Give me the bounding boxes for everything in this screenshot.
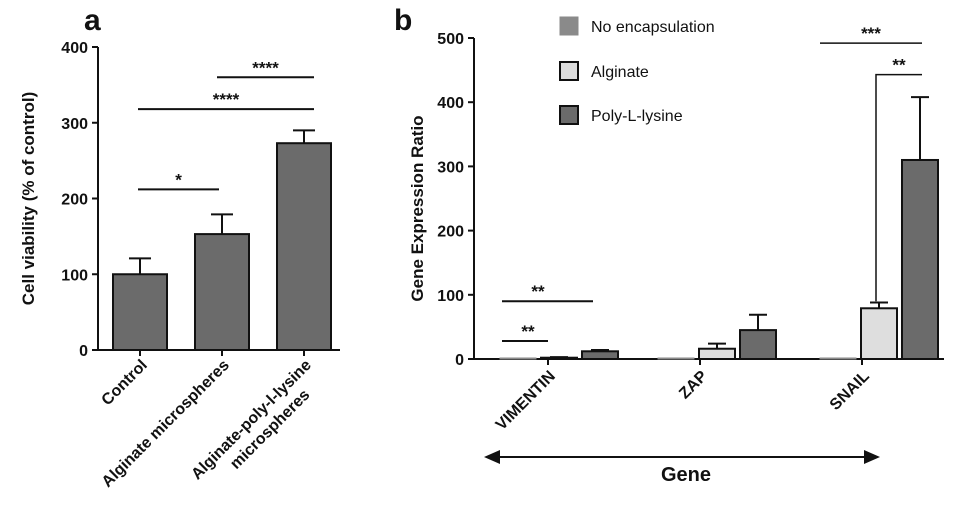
- panel-b-sig-label-3: **: [892, 56, 906, 75]
- panel-b-x-axis-label: Gene: [661, 464, 711, 486]
- panel-b-bar-0-0: [499, 357, 537, 360]
- panel-b-bar-0-2: [819, 357, 857, 360]
- panel-b-legend-swatch-1: [559, 61, 579, 81]
- panel-a-chart: 0 100 200 300 400 Cell viability (% of contro…: [19, 40, 340, 491]
- panel-b-y-tick-label: 300: [437, 159, 464, 176]
- panel-b-bar-1-1: [698, 347, 736, 360]
- panel-b-y-tick-label: 0: [455, 352, 464, 369]
- panel-b-legend-label-0: No encapsulation: [591, 19, 715, 36]
- panel-a-y-tick-label: 400: [61, 40, 88, 57]
- panel-b-bar-0-1: [657, 357, 695, 360]
- panel-a-bar-1: [194, 233, 250, 351]
- panel-b-sig-label-1: **: [531, 282, 545, 301]
- panel-b-gene-arrow-right-head: [864, 450, 880, 464]
- panel-b-y-tick-label: 100: [437, 288, 464, 305]
- panel-b-sig-line-3: [875, 73, 922, 302]
- panel-b-legend-swatch-0: [559, 16, 579, 36]
- panel-b-category-label: VIMENTIN: [493, 368, 559, 434]
- panel-b-y-tick-label: 500: [437, 31, 464, 48]
- panel-b-gene-arrow-left-head: [484, 450, 500, 464]
- panel-b-sig-label-2: ***: [861, 24, 881, 43]
- panel-a-sig-label-2: ****: [252, 58, 279, 77]
- panel-a-category-label: Control: [99, 357, 151, 409]
- panel-b-category-label: ZAP: [676, 368, 711, 403]
- panel-b-chart: 0 100 200 300 400 500 Gene Expression Ratio VIM…: [408, 16, 944, 486]
- panel-a-y-tick-label: 100: [61, 267, 88, 284]
- panel-a-y-tick-label: 0: [79, 343, 88, 360]
- panel-b-sig-label-0: **: [521, 322, 535, 341]
- panel-b-bar-1-2: [860, 307, 898, 361]
- panel-a-sig-label-1: ****: [213, 90, 240, 109]
- panel-b-category-label: SNAIL: [827, 368, 873, 414]
- panel-b-legend-label-1: Alginate: [591, 64, 649, 81]
- panel-a-bar-0: [112, 273, 168, 351]
- panel-a-y-tick-label: 300: [61, 116, 88, 133]
- panel-a-sig-label-0: *: [175, 170, 182, 189]
- panel-b-legend-swatch-2: [559, 105, 579, 125]
- panel-a-category-label-line: Control: [99, 357, 151, 409]
- panel-b-legend-label-2: Poly-L-lysine: [591, 108, 683, 125]
- panel-b-bar-1-0: [540, 356, 578, 361]
- panel-b-y-axis-label: Gene Expression Ratio: [408, 115, 427, 301]
- panel-a-y-axis-label: Cell viability (% of control): [19, 92, 38, 305]
- panel-b-y-tick-label: 200: [437, 224, 464, 241]
- panel-a-bar-2: [276, 142, 332, 351]
- panel-b-y-tick-label: 400: [437, 95, 464, 112]
- panel-b-bar-2-1: [739, 329, 777, 360]
- panel-a-y-tick-label: 200: [61, 192, 88, 209]
- panel-b-bar-2-0: [581, 350, 619, 360]
- panel-b-bar-2-2: [901, 158, 939, 360]
- panel-a-letter: a: [84, 4, 101, 37]
- panel-b-letter: b: [394, 4, 412, 37]
